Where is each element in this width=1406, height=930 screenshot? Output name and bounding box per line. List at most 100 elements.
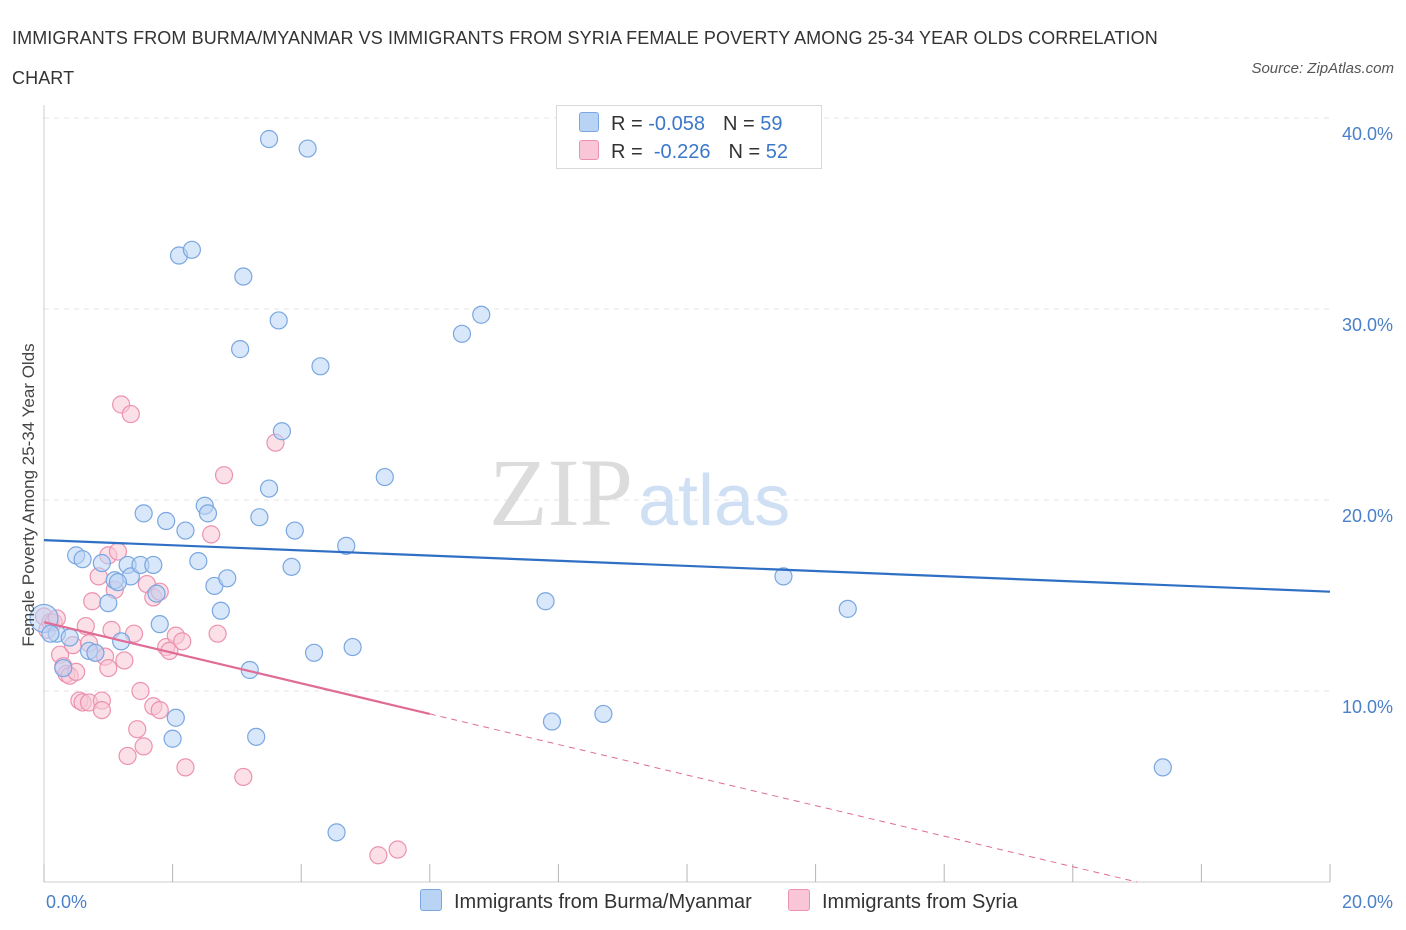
point-burma xyxy=(343,637,362,657)
chart-title: IMMIGRANTS FROM BURMA/MYANMAR VS IMMIGRA… xyxy=(12,28,1158,88)
point-burma xyxy=(41,624,60,643)
point-burma xyxy=(234,267,253,286)
point-syria xyxy=(128,720,147,739)
point-burma xyxy=(157,511,176,531)
point-burma xyxy=(594,704,613,724)
y-tick-label: 30.0% xyxy=(1342,315,1393,335)
point-syria xyxy=(83,592,102,611)
legend-swatch-syria xyxy=(579,140,599,160)
point-burma xyxy=(304,643,324,662)
point-burma xyxy=(99,594,118,613)
legend-r-value-syria: -0.226 xyxy=(653,141,711,163)
point-syria xyxy=(388,840,407,859)
point-burma xyxy=(259,129,279,149)
point-burma xyxy=(60,628,79,647)
point-syria xyxy=(118,746,137,766)
legend-n-value-syria: 52 xyxy=(765,141,789,163)
watermark-zip: ZIP xyxy=(489,439,633,546)
point-burma xyxy=(452,324,472,343)
point-burma xyxy=(86,643,105,662)
legend-row-burma: R = -0.058 N = 59 xyxy=(579,112,782,138)
point-burma xyxy=(134,504,153,523)
source-label: Source: ZipAtlas.com xyxy=(1251,60,1394,77)
point-burma xyxy=(182,240,201,259)
point-syria xyxy=(202,525,221,544)
legend-swatch-burma xyxy=(579,112,599,132)
point-burma xyxy=(536,592,555,611)
point-burma xyxy=(375,467,394,487)
watermark-atlas: atlas xyxy=(638,461,790,541)
point-burma xyxy=(247,727,266,746)
point-syria xyxy=(173,632,192,651)
point-burma xyxy=(108,573,128,592)
point-burma xyxy=(92,553,111,573)
y-tick-label: 40.0% xyxy=(1342,124,1393,144)
trend-lines xyxy=(43,539,1331,883)
point-burma xyxy=(259,479,279,498)
legend-n-value-burma: 59 xyxy=(760,113,783,135)
point-burma xyxy=(218,569,237,588)
y-tick-label: 10.0% xyxy=(1342,697,1393,717)
point-burma xyxy=(337,536,356,555)
x-tick-label-min: 0.0% xyxy=(46,892,87,912)
point-burma xyxy=(542,712,562,731)
point-burma xyxy=(166,708,185,727)
grid-lines xyxy=(44,117,1330,692)
series-burma-points xyxy=(29,129,1172,842)
point-burma xyxy=(838,599,857,618)
bottom-legend-syria: Immigrants from Syria xyxy=(788,889,1018,914)
bottom-legend-label-burma: Immigrants from Burma/Myanmar xyxy=(454,891,752,913)
legend-r-label: R = xyxy=(611,113,643,135)
point-burma xyxy=(282,557,301,576)
point-syria xyxy=(150,700,169,720)
point-syria xyxy=(92,700,111,720)
point-burma xyxy=(311,357,330,376)
point-burma xyxy=(73,550,92,569)
point-syria xyxy=(234,767,253,787)
point-syria xyxy=(134,737,153,756)
point-burma xyxy=(272,422,292,441)
correlation-legend: R = -0.058 N = 59 R = -0.226 N = 52 xyxy=(556,105,822,169)
trend-line-syria xyxy=(43,621,431,715)
bottom-legend-swatch-syria xyxy=(788,889,810,911)
point-syria xyxy=(176,758,195,777)
point-burma xyxy=(285,521,304,540)
point-burma xyxy=(176,521,195,540)
bottom-legend-label-syria: Immigrants from Syria xyxy=(822,891,1018,913)
legend-n-label: N = xyxy=(728,141,761,163)
point-burma xyxy=(472,305,491,324)
legend-row-syria: R = -0.226 N = 52 xyxy=(579,140,788,166)
point-syria xyxy=(121,404,140,424)
trend-line-extension-syria xyxy=(429,713,1138,883)
series-syria-points xyxy=(34,395,407,865)
bottom-legend-burma: Immigrants from Burma/Myanmar xyxy=(420,889,752,914)
point-syria xyxy=(369,846,388,865)
point-syria xyxy=(99,658,118,678)
point-burma xyxy=(269,311,288,330)
point-syria xyxy=(208,624,227,643)
point-syria xyxy=(115,651,134,670)
y-tick-label: 20.0% xyxy=(1342,506,1393,526)
point-burma xyxy=(298,139,317,158)
point-burma xyxy=(327,823,346,842)
point-burma xyxy=(231,340,250,359)
trend-line-burma xyxy=(43,539,1331,593)
legend-r-label: R = xyxy=(611,141,643,163)
point-burma xyxy=(774,567,793,586)
tick-labels: 10.0% 20.0% 30.0% 40.0% 0.0% 20.0% xyxy=(46,124,1393,912)
point-burma xyxy=(189,552,208,571)
point-syria xyxy=(214,466,234,485)
point-syria xyxy=(131,681,150,701)
point-burma xyxy=(198,504,218,523)
watermark: ZIP atlas xyxy=(489,439,790,546)
point-burma xyxy=(144,555,163,575)
point-burma xyxy=(250,508,269,527)
point-burma xyxy=(211,601,230,620)
y-axis-label: Female Poverty Among 25-34 Year Olds xyxy=(19,343,38,646)
legend-r-value-burma: -0.058 xyxy=(648,113,705,135)
bottom-legend-swatch-burma xyxy=(420,889,442,911)
point-burma xyxy=(150,615,169,634)
x-tick-label-max: 20.0% xyxy=(1342,892,1393,912)
point-burma xyxy=(147,584,166,603)
